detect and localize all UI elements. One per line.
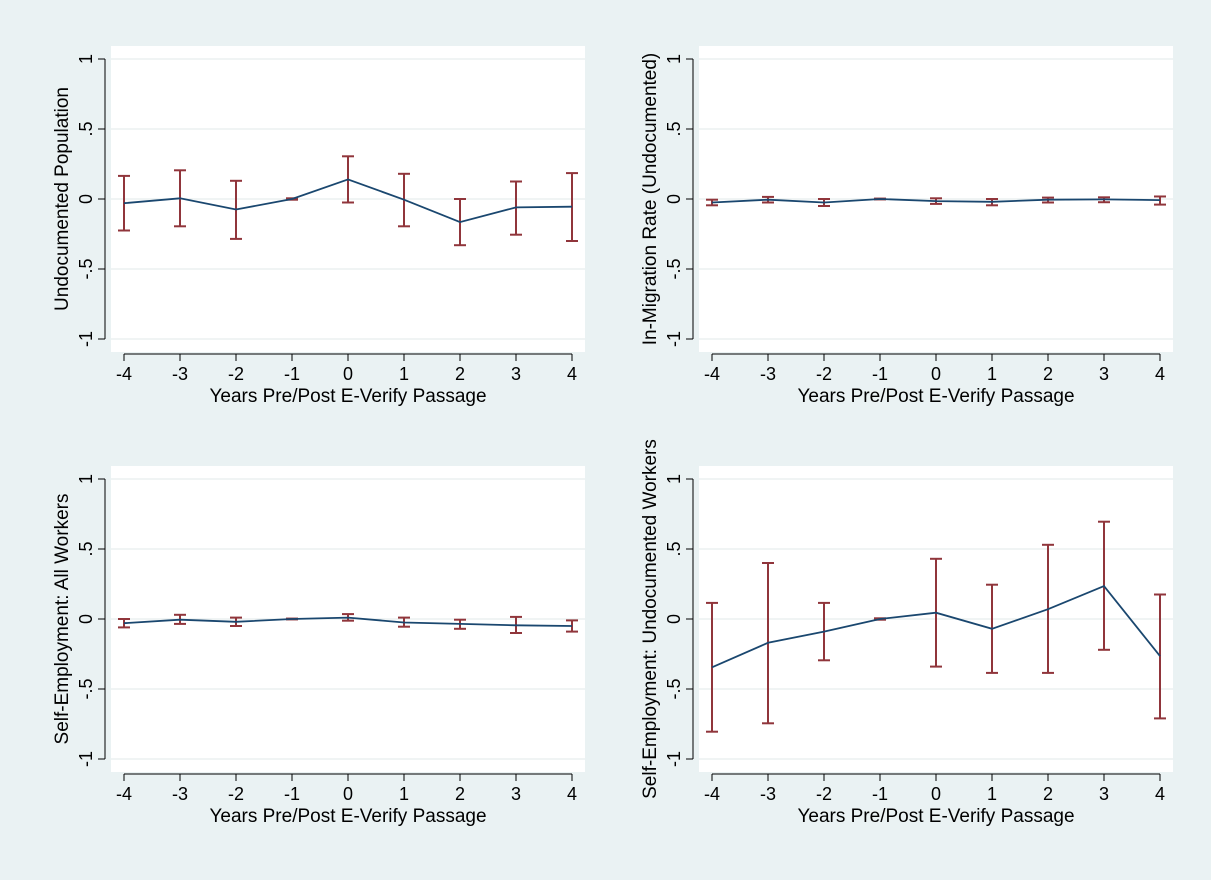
x-tick-label: 4 [1155,364,1165,384]
y-tick-label: 1 [76,474,96,484]
y-tick-label: .5 [664,121,684,136]
y-tick-label: -.5 [664,258,684,279]
y-axis-label: Self-Employment: All Workers [52,494,73,745]
x-tick-label: -1 [284,784,300,804]
x-tick-label: -1 [872,784,888,804]
x-tick-label: 4 [567,784,577,804]
x-tick-label: 3 [511,784,521,804]
y-tick-label: -.5 [76,678,96,699]
y-tick-label: -1 [76,751,96,767]
x-tick-label: 2 [455,784,465,804]
y-tick-label: 0 [664,614,684,624]
y-axis-label: In-Migration Rate (Undocumented) [640,53,661,346]
x-tick-label: 1 [399,784,409,804]
x-tick-label: -3 [172,364,188,384]
x-tick-label: 2 [1043,364,1053,384]
y-tick-label: .5 [664,541,684,556]
y-tick-label: 0 [76,614,96,624]
x-tick-label: -3 [760,364,776,384]
x-tick-label: -3 [172,784,188,804]
x-axis-label: Years Pre/Post E-Verify Passage [209,806,486,827]
x-tick-label: -2 [228,784,244,804]
y-tick-label: .5 [76,541,96,556]
x-tick-label: -4 [116,364,132,384]
series-line [123,616,573,627]
x-tick-label: -2 [228,364,244,384]
series-line [123,178,573,224]
x-tick-label: 4 [567,364,577,384]
x-tick-label: -1 [284,364,300,384]
x-tick-label: -1 [872,364,888,384]
y-tick-label: -1 [76,331,96,347]
y-tick-label: 1 [664,474,684,484]
error-bar [1154,593,1166,720]
chart-panel-4: -1 -.5 0 .5 1 -4 -3 -2 -1 0 1 2 3 4 Years Pre/Post E-V… [640,439,1173,827]
y-tick-label: 0 [76,194,96,204]
x-tick-label: -4 [704,364,720,384]
x-tick-label: 2 [455,364,465,384]
chart-panel-2: -1 -.5 0 .5 1 -4 -3 -2 -1 0 1 2 3 4 Years Pre/Post E-V… [640,46,1173,407]
x-tick-label: 1 [987,784,997,804]
x-tick-label: 0 [343,784,353,804]
y-tick-label: 0 [664,194,684,204]
x-tick-label: 2 [1043,784,1053,804]
error-bar [1154,195,1166,206]
y-tick-label: .5 [76,121,96,136]
chart-panel-3: -1 -.5 0 .5 1 -4 -3 -2 -1 0 1 2 3 4 Years Pre/Post E-V… [52,466,585,827]
x-tick-label: -3 [760,784,776,804]
y-tick-label: -1 [664,331,684,347]
x-tick-label: 0 [931,784,941,804]
y-tick-label: 1 [76,54,96,64]
y-tick-label: -.5 [76,258,96,279]
y-axis-label: Self-Employment: Undocumented Workers [640,439,661,799]
y-axis-label: Undocumented Population [52,87,73,311]
series-line [711,198,1161,204]
x-tick-label: -4 [116,784,132,804]
x-tick-label: 0 [343,364,353,384]
x-tick-label: 3 [1099,784,1109,804]
x-axis-label: Years Pre/Post E-Verify Passage [209,386,486,407]
series-line [711,585,1161,669]
x-tick-label: 1 [399,364,409,384]
y-tick-label: 1 [664,54,684,64]
y-tick-label: -1 [664,751,684,767]
x-tick-label: 3 [511,364,521,384]
x-tick-label: -2 [816,784,832,804]
x-tick-label: -4 [704,784,720,804]
x-axis-label: Years Pre/Post E-Verify Passage [797,386,1074,407]
x-tick-label: 1 [987,364,997,384]
y-tick-label: -.5 [664,678,684,699]
x-axis-label: Years Pre/Post E-Verify Passage [797,806,1074,827]
error-bar [706,601,718,733]
x-tick-label: 4 [1155,784,1165,804]
x-tick-label: -2 [816,364,832,384]
x-tick-label: 3 [1099,364,1109,384]
chart-panel-1: -1 -.5 0 .5 1 -4 -3 -2 -1 0 1 2 3 4 Years Pre/Post E-V… [52,46,585,407]
x-tick-label: 0 [931,364,941,384]
